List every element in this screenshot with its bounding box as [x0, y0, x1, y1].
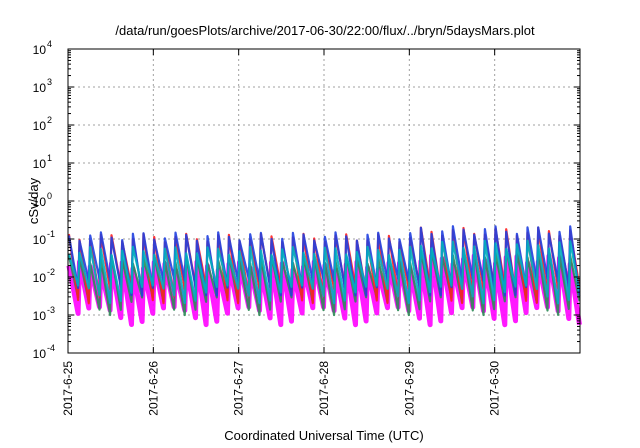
y-tick-label: 10 — [33, 347, 47, 361]
x-tick-label: 2017-6-27 — [232, 361, 246, 416]
y-tick-label: 10 — [33, 195, 47, 209]
x-tick-label: 2017-6-30 — [488, 361, 502, 416]
chart-title: /data/run/goesPlots/archive/2017-06-30/2… — [115, 23, 535, 38]
y-tick-label: 10 — [33, 271, 47, 285]
y-tick-exponent: -3 — [47, 305, 55, 315]
x-axis: 2017-6-25 2017-6-26 2017-6-27 2017-6-28 2017… — [61, 49, 502, 416]
x-axis-label: Coordinated Universal Time (UTC) — [224, 428, 423, 443]
y-tick-label: 10 — [33, 157, 47, 171]
plot-area — [66, 225, 582, 328]
x-tick-label: 2017-6-29 — [402, 361, 416, 416]
series-line — [67, 239, 581, 305]
y-tick-exponent: 4 — [47, 39, 52, 49]
y-tick-label: 10 — [33, 43, 47, 57]
y-tick-exponent: 2 — [47, 115, 52, 125]
x-tick-label: 2017-6-28 — [317, 361, 331, 416]
y-tick-label: 10 — [33, 81, 47, 95]
y-tick-label: 10 — [33, 309, 47, 323]
y-axis-label: cSv/day — [26, 177, 41, 224]
x-tick-label: 2017-6-25 — [61, 361, 75, 416]
y-tick-label: 10 — [33, 119, 47, 133]
y-tick-exponent: -4 — [47, 343, 55, 353]
y-tick-exponent: 1 — [47, 153, 52, 163]
y-tick-label: 10 — [33, 233, 47, 247]
y-tick-exponent: -2 — [47, 267, 55, 277]
x-tick-label: 2017-6-26 — [146, 361, 160, 416]
y-tick-exponent: 3 — [47, 77, 52, 87]
y-tick-exponent: -1 — [47, 229, 55, 239]
y-tick-exponent: 0 — [47, 191, 52, 201]
